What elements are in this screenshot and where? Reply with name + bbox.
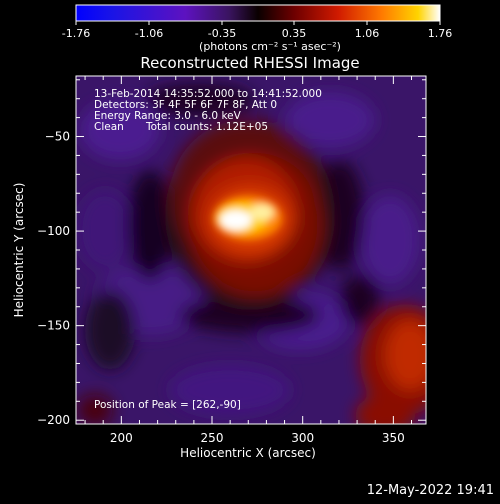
y-tick-label: −100	[37, 224, 70, 238]
y-tick-label: −50	[45, 130, 70, 144]
x-axis-label: Heliocentric X (arcsec)	[180, 446, 316, 460]
x-tick-label: 350	[382, 431, 405, 445]
annotation-energy: Energy Range: 3.0 - 6.0 keV	[94, 110, 242, 122]
colorbar-unit-label: (photons cm⁻² s⁻¹ asec⁻²)	[199, 40, 341, 53]
annotation-time-range: 13-Feb-2014 14:35:52.000 to 14:41:52.000	[94, 88, 322, 100]
y-axis-label: Heliocentric Y (arcsec)	[12, 183, 26, 318]
annotation-method: Clean	[94, 121, 124, 133]
annotation-peak: Position of Peak = [262,-90]	[94, 399, 241, 411]
y-tick-label: −150	[37, 319, 70, 333]
x-axis-ticks	[84, 76, 412, 424]
x-tick-label: 250	[201, 431, 224, 445]
colorbar-tick-label: 1.06	[355, 27, 380, 40]
annotation-counts: Total counts: 1.12E+05	[145, 121, 268, 133]
colorbar-tick-label: -0.35	[208, 27, 236, 40]
colorbar-tick-label: 0.35	[282, 27, 307, 40]
footer-timestamp: 12-May-2022 19:41	[367, 483, 494, 498]
colorbar-tick-label: -1.06	[135, 27, 163, 40]
x-tick-label: 300	[291, 431, 314, 445]
annotation-detectors: Detectors: 3F 4F 5F 6F 7F 8F, Att 0	[94, 99, 277, 111]
colorbar	[75, 4, 441, 22]
colorbar-tick-label: 1.76	[428, 27, 453, 40]
y-tick-label: −200	[37, 413, 70, 427]
colorbar-ticks	[75, 21, 441, 25]
y-axis-ticks	[76, 79, 426, 421]
x-tick-label: 200	[110, 431, 133, 445]
colorbar-tick-label: -1.76	[62, 27, 90, 40]
heatmap-image	[76, 76, 426, 424]
chart-title: Reconstructed RHESSI Image	[140, 54, 359, 72]
